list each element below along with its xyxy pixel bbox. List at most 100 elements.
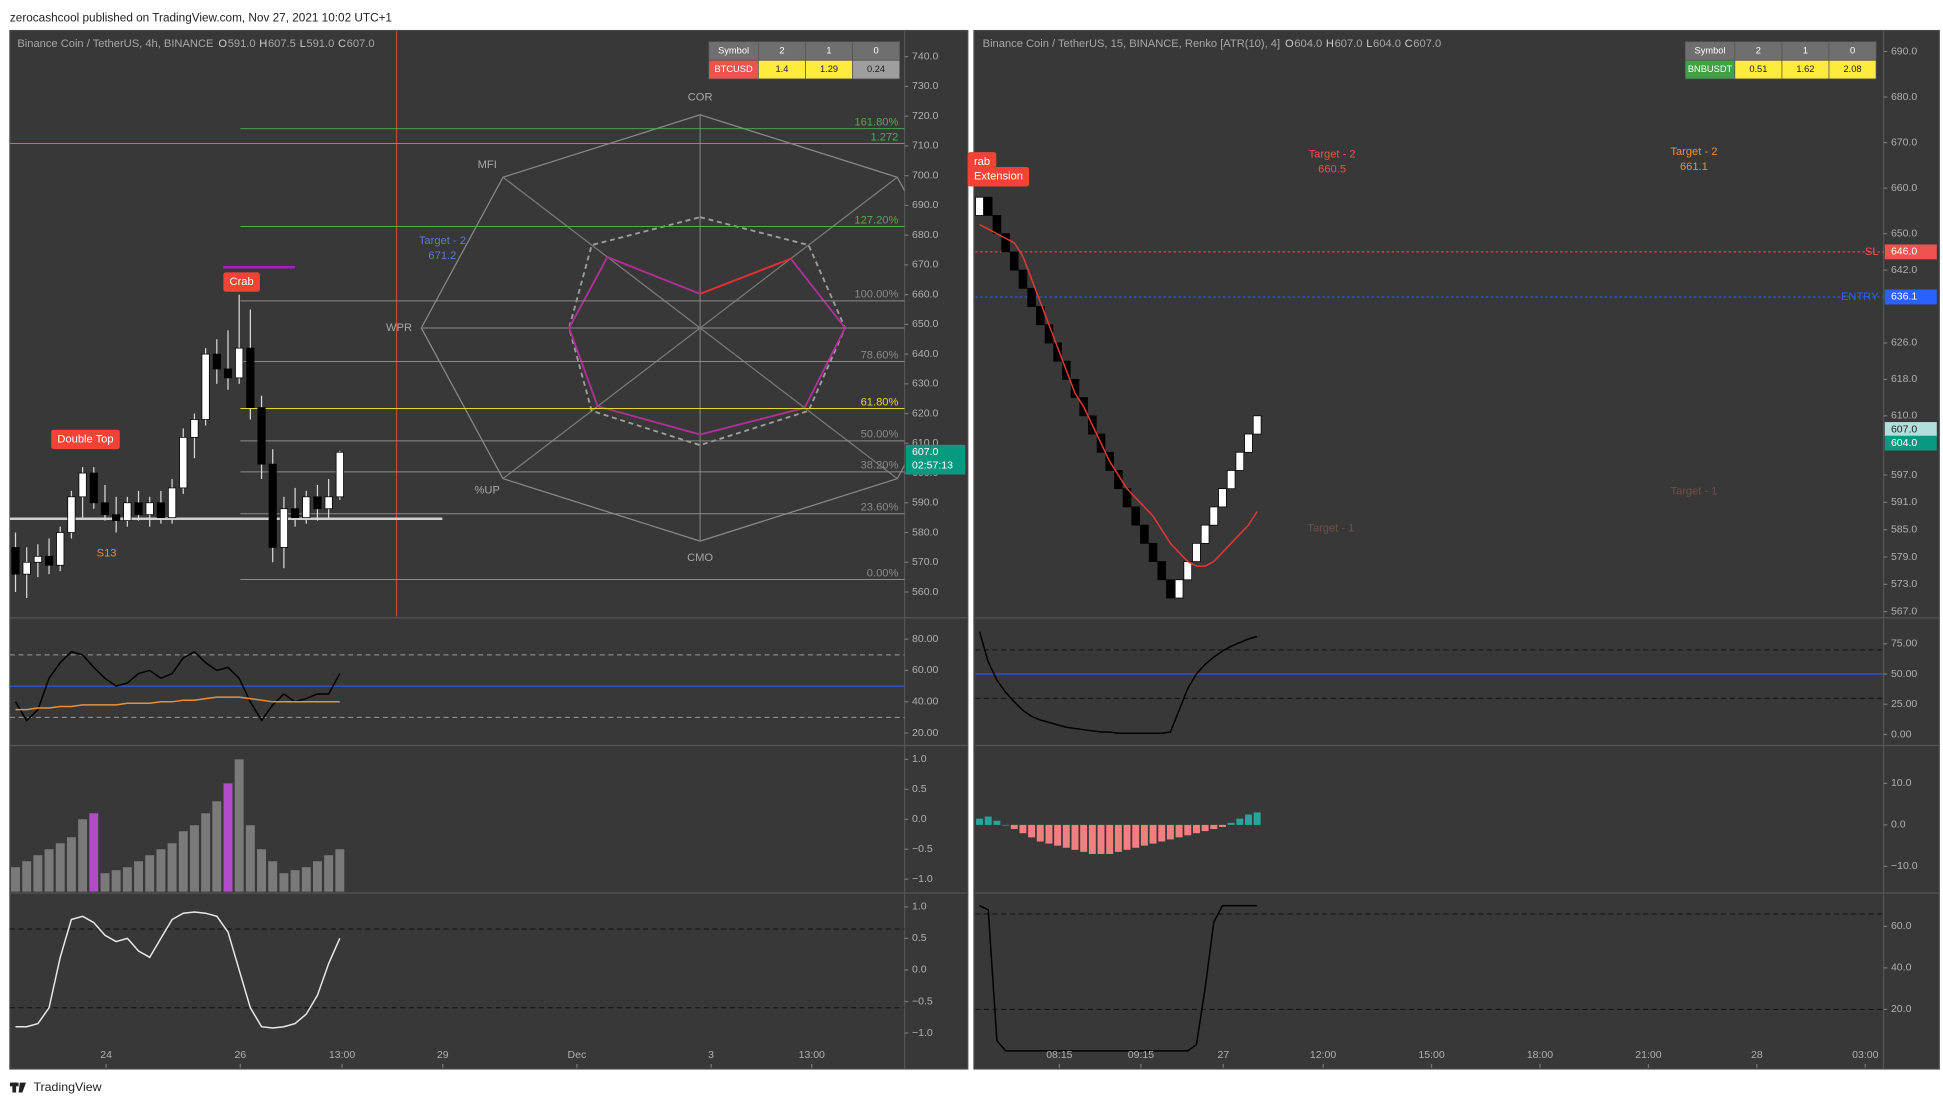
candle-body [123, 502, 132, 521]
renko-brick [1018, 269, 1028, 289]
indicator-bar [178, 831, 188, 892]
chart-title: Binance Coin / TetherUS, 15, BINANCE, Re… [983, 38, 1280, 50]
x-tick-label: Dec [568, 1049, 587, 1061]
indicator-bar [78, 819, 88, 892]
level-label: ENTRY [1841, 291, 1879, 303]
y-tick-label: 25.00 [1891, 698, 1917, 710]
x-tick-label: 26 [234, 1049, 246, 1061]
indicator-bar [984, 816, 992, 825]
y-tick-label: −10.0 [1891, 860, 1918, 872]
price-label-box [1884, 422, 1937, 437]
table-text: 0.51 [1749, 64, 1767, 74]
indicator-bar [245, 825, 255, 892]
y-tick-label: 710.0 [912, 140, 938, 152]
annotation: S13 [97, 547, 117, 559]
price-label-box [1884, 289, 1937, 305]
y-tick-label: 690.0 [912, 199, 938, 211]
ohlc-text: C [338, 38, 346, 50]
indicator-bar [100, 873, 110, 892]
price-label-box [1884, 435, 1937, 451]
fib-label: 50.00% [861, 429, 899, 441]
fib-label: 23.60% [861, 502, 899, 514]
y-tick-label: 680.0 [1891, 91, 1917, 103]
y-tick-label: 690.0 [1891, 45, 1917, 57]
annotation: Target - 1 [1307, 523, 1354, 535]
y-tick-label: 0.5 [912, 932, 927, 944]
radar-axis [699, 327, 898, 480]
y-tick-label: 740.0 [912, 51, 938, 63]
table-text: 2.08 [1844, 64, 1862, 74]
annotation: 660.5 [1318, 163, 1346, 175]
indicator-bar [1132, 824, 1140, 848]
indicator-bar [1227, 822, 1235, 825]
radar-label: %UP [475, 485, 500, 497]
radar-series [699, 257, 792, 295]
annotation: rab [974, 156, 990, 168]
ohlc-text: 591.0 [306, 38, 334, 50]
candle-body [212, 353, 221, 370]
y-tick-label: 670.0 [912, 259, 938, 271]
indicator-line [15, 911, 341, 1029]
ohlc-text: 607.0 [1413, 38, 1441, 50]
footer-brand: TradingView [33, 1080, 101, 1094]
fib-label: 161.80% [854, 116, 898, 128]
candle-body [156, 502, 165, 519]
renko-brick [1244, 433, 1253, 453]
y-tick-label: 560.0 [912, 586, 938, 598]
indicator-bar [1054, 824, 1062, 846]
indicator-bar [11, 867, 20, 892]
candle-body [11, 547, 20, 575]
fib-label: 38.20% [861, 460, 899, 472]
renko-brick [1252, 415, 1262, 435]
table-text: Symbol [718, 45, 749, 55]
candle-body [179, 436, 188, 489]
indicator-bar [33, 855, 43, 892]
y-tick-label: 670.0 [1891, 136, 1917, 148]
price-label-box [1884, 244, 1937, 260]
table-text: 1.4 [775, 64, 788, 74]
annotation-box [967, 167, 1030, 187]
x-tick-label: 08:15 [1046, 1049, 1072, 1061]
y-tick-label: 591.0 [1891, 496, 1917, 508]
table-text: BNBUSDT [1688, 64, 1733, 74]
renko-brick [1148, 542, 1158, 562]
candle-body [313, 496, 322, 510]
candle-body [324, 496, 333, 510]
indicator-bar [1245, 814, 1252, 825]
renko-brick [1140, 524, 1149, 544]
price-label: 646.0 [1891, 246, 1917, 258]
renko-brick [1183, 561, 1193, 581]
y-tick-label: 10.0 [1891, 777, 1912, 789]
x-tick-label: 21:00 [1635, 1049, 1661, 1061]
y-tick-label: 590.0 [912, 497, 938, 509]
candle-body [44, 555, 54, 566]
indicator-bar [1028, 824, 1036, 838]
y-tick-label: −0.5 [912, 995, 933, 1007]
renko-brick [1157, 561, 1167, 581]
logo-part [12, 1082, 17, 1093]
renko-brick [1027, 287, 1036, 307]
table-text: 1 [826, 45, 831, 55]
ohlc-text: O [218, 38, 227, 50]
y-tick-label: 642.0 [1891, 264, 1917, 276]
indicator-bar [1236, 818, 1244, 825]
footer-logo [9, 1082, 27, 1093]
y-tick-label: 580.0 [912, 526, 938, 538]
indicator-bar [1123, 824, 1131, 850]
indicator-bar [1253, 812, 1261, 825]
indicator-bar [1192, 824, 1200, 834]
x-tick-label: 28 [1751, 1049, 1763, 1061]
radar-series [568, 255, 847, 436]
radar-axis [699, 176, 898, 329]
candle-body [112, 514, 121, 521]
y-tick-label: −1.0 [912, 873, 933, 885]
ohlc-text: H [259, 38, 267, 50]
candle-body [22, 561, 31, 575]
indicator-bar [1036, 824, 1044, 842]
y-tick-label: 60.0 [1891, 920, 1912, 932]
indicator-bar [1010, 824, 1018, 830]
radar-label: WPR [386, 322, 412, 334]
ohlc-text: 607.0 [347, 38, 375, 50]
radar-label: MFI [478, 159, 497, 171]
